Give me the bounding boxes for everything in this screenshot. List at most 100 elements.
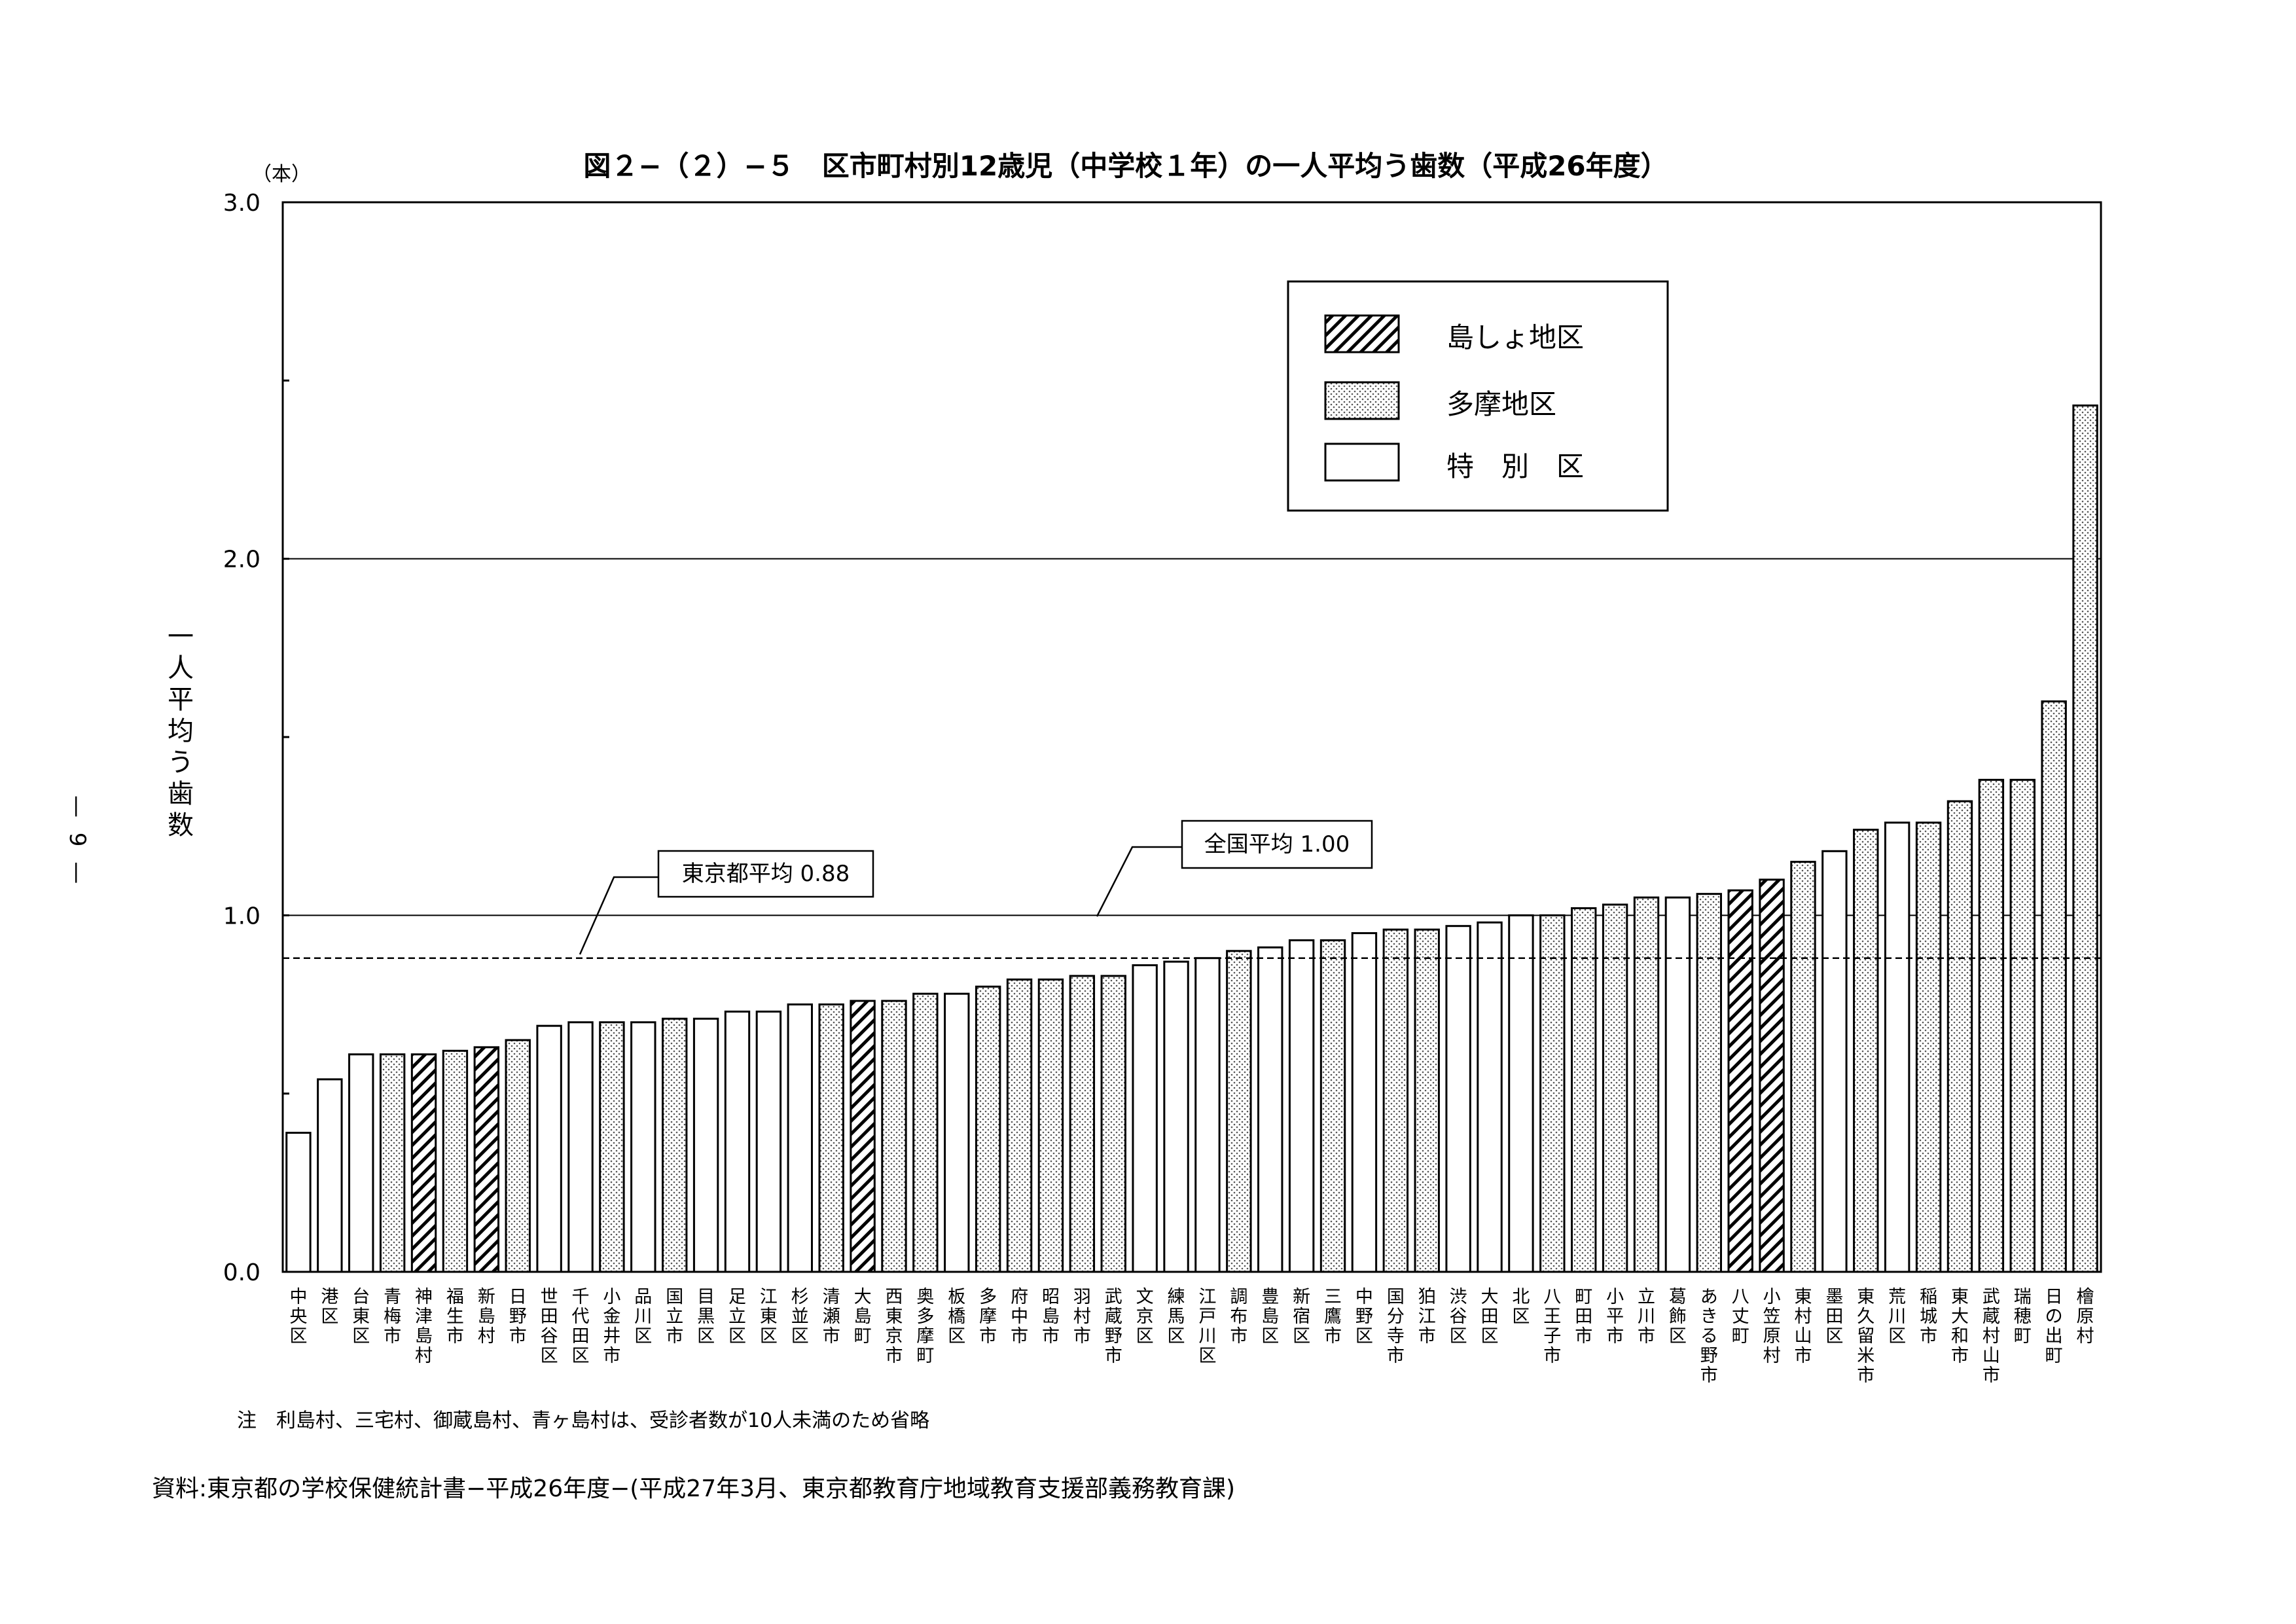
x-tick-label-char: 区 bbox=[1888, 1326, 1906, 1346]
x-tick-label-char: 分 bbox=[1387, 1307, 1405, 1327]
x-tick-label-char: 清 bbox=[823, 1287, 840, 1307]
x-tick-label-char: 区 bbox=[352, 1326, 370, 1346]
bar bbox=[881, 1000, 907, 1273]
x-tick-label-char: 村 bbox=[415, 1346, 433, 1366]
x-tick-label-char: 新 bbox=[478, 1287, 495, 1307]
bar bbox=[1571, 907, 1597, 1273]
source-line: 資料:東京都の学校保健統計書−平成26年度−(平成27年3月、東京都教育庁地域教… bbox=[152, 1475, 1236, 1502]
x-tick-label-char: 市 bbox=[1575, 1326, 1592, 1346]
x-tick-label-char: 摩 bbox=[916, 1326, 934, 1346]
bar bbox=[1194, 957, 1221, 1273]
national-average-label: 全国平均 1.00 bbox=[1204, 831, 1350, 857]
y-axis-label-char: 平 bbox=[168, 685, 194, 715]
x-tick-label-char: 青 bbox=[384, 1287, 401, 1307]
x-tick-label-char: 区 bbox=[634, 1326, 652, 1346]
x-tick-label-char: 市 bbox=[1324, 1326, 1342, 1346]
x-tick-label-char: 市 bbox=[1700, 1365, 1718, 1386]
national-average-box bbox=[1181, 820, 1373, 869]
bar bbox=[944, 992, 970, 1273]
x-tick-label-char: 区 bbox=[1481, 1326, 1499, 1346]
x-tick-label-char: 橋 bbox=[948, 1307, 965, 1327]
x-tick-label-char: 梅 bbox=[384, 1307, 401, 1327]
x-tick-label-char: 昭 bbox=[1042, 1287, 1060, 1307]
x-tick-label-char: 野 bbox=[1355, 1307, 1373, 1327]
x-tick-label-char: 渋 bbox=[1450, 1287, 1467, 1307]
bar bbox=[1477, 921, 1503, 1273]
x-tick-label-char: 小 bbox=[603, 1287, 620, 1307]
x-tick-label-char: 馬 bbox=[1168, 1307, 1185, 1327]
bar bbox=[1633, 896, 1660, 1273]
x-tick-label-char: 代 bbox=[572, 1307, 590, 1327]
bar bbox=[1288, 939, 1315, 1273]
x-tick-label-char: 市 bbox=[1920, 1326, 1937, 1346]
x-tick-label-char: 市 bbox=[1951, 1346, 1969, 1366]
x-tick-label-char: 市 bbox=[1638, 1326, 1655, 1346]
y-axis: 0.0 1.0 2.0 3.0 bbox=[223, 190, 289, 1286]
x-tick-label-char: 小 bbox=[1606, 1287, 1624, 1307]
x-tick-label-char: 江 bbox=[760, 1287, 778, 1307]
tokyo-average-label: 東京都平均 0.88 bbox=[682, 861, 850, 887]
x-tick-label-char: 布 bbox=[1230, 1307, 1247, 1327]
bar bbox=[1382, 928, 1409, 1273]
x-tick-label-char: 中 bbox=[1355, 1287, 1373, 1307]
y-tick-label: 3.0 bbox=[223, 190, 260, 217]
x-tick-label-char: 京 bbox=[885, 1326, 903, 1346]
x-tick-label-char: 福 bbox=[446, 1287, 464, 1307]
x-tick-label-char: き bbox=[1700, 1307, 1718, 1327]
x-tick-label-char: 原 bbox=[2077, 1307, 2094, 1327]
x-tick-label-char: 村 bbox=[1073, 1307, 1091, 1327]
x-tick-label-char: 村 bbox=[1982, 1326, 2000, 1346]
x-tick-label-char: 豊 bbox=[1261, 1287, 1279, 1307]
x-tick-label-char: 野 bbox=[509, 1307, 527, 1327]
x-tick-label-char: 津 bbox=[415, 1307, 433, 1327]
bar bbox=[2009, 778, 2036, 1273]
x-tick-label-char: 中 bbox=[1011, 1307, 1028, 1327]
x-tick-label-char: 杉 bbox=[791, 1287, 809, 1307]
x-tick-label-char: 金 bbox=[603, 1307, 620, 1327]
x-tick-label-char: 宿 bbox=[1293, 1307, 1310, 1327]
x-tick-label-char: 足 bbox=[728, 1287, 746, 1307]
bar bbox=[1696, 893, 1722, 1273]
y-axis-label-char: 均 bbox=[168, 716, 194, 746]
bar bbox=[1727, 889, 1753, 1273]
x-tick-label-char: 島 bbox=[415, 1326, 433, 1346]
x-tick-label-char: 日 bbox=[509, 1287, 527, 1307]
bar bbox=[1853, 829, 1879, 1273]
x-tick-label-char: 村 bbox=[1763, 1346, 1781, 1366]
x-tick-label-char: 京 bbox=[1136, 1307, 1154, 1327]
x-tick-label-char: 市 bbox=[1073, 1326, 1091, 1346]
bar bbox=[1226, 950, 1252, 1273]
x-tick-label-char: 区 bbox=[1825, 1326, 1843, 1346]
legend-swatch-island bbox=[1324, 314, 1400, 353]
x-tick-label-char: 市 bbox=[1794, 1346, 1812, 1366]
x-tick-label-char: 葛 bbox=[1669, 1287, 1687, 1307]
x-tick-label-char: 村 bbox=[1794, 1307, 1812, 1327]
x-tick-label-char: 央 bbox=[289, 1307, 307, 1327]
x-tick-label-char: 田 bbox=[1481, 1307, 1499, 1327]
x-tick-label-char: 檜 bbox=[2077, 1287, 2094, 1307]
x-tick-label-char: 島 bbox=[854, 1307, 872, 1327]
x-tick-label-char: 市 bbox=[885, 1346, 903, 1366]
x-tick-label-char: 市 bbox=[1011, 1326, 1028, 1346]
x-tick-label-char: 奥 bbox=[916, 1287, 934, 1307]
x-tick-label-char: 東 bbox=[885, 1307, 903, 1327]
bar bbox=[662, 1017, 688, 1273]
legend-label-ward: 特 別 区 bbox=[1446, 450, 1584, 482]
x-tick-label-char: 丈 bbox=[1732, 1307, 1749, 1327]
x-tick-label-char: 東 bbox=[1857, 1287, 1874, 1307]
x-tick-label-char: 区 bbox=[321, 1307, 338, 1327]
bar bbox=[1132, 964, 1158, 1273]
bar bbox=[442, 1049, 469, 1273]
y-tick-label: 2.0 bbox=[223, 547, 260, 573]
x-tick-label-char: 王 bbox=[1543, 1307, 1561, 1327]
bar bbox=[2041, 700, 2067, 1273]
bar bbox=[1946, 800, 1973, 1273]
x-tick-label-char: 市 bbox=[446, 1326, 464, 1346]
bar bbox=[317, 1078, 343, 1273]
x-tick-label-char: 米 bbox=[1857, 1346, 1874, 1366]
x-tick-label-char: 東 bbox=[1794, 1287, 1812, 1307]
x-tick-label-char: 区 bbox=[760, 1326, 778, 1346]
x-tick-label-char: 町 bbox=[916, 1346, 934, 1366]
x-axis-labels: 中央区港区台東区青梅市神津島村福生市新島村日野市世田谷区千代田区小金井市品川区国… bbox=[289, 1287, 2094, 1386]
